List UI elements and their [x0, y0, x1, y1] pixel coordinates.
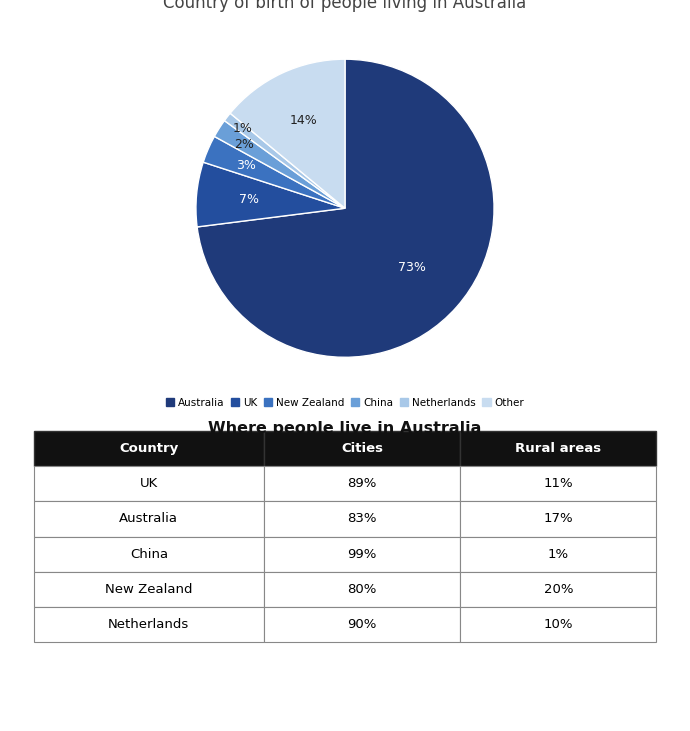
- Text: Country: Country: [119, 442, 179, 455]
- Bar: [460, 431, 656, 466]
- Text: New Zealand: New Zealand: [105, 583, 193, 596]
- Bar: [264, 431, 460, 466]
- Text: 11%: 11%: [544, 477, 573, 491]
- Wedge shape: [215, 121, 345, 208]
- Bar: [34, 572, 264, 607]
- Bar: [460, 572, 656, 607]
- Bar: [264, 607, 460, 642]
- Text: Australia: Australia: [119, 512, 178, 526]
- Text: 17%: 17%: [544, 512, 573, 526]
- Text: 83%: 83%: [347, 512, 377, 526]
- Wedge shape: [196, 162, 345, 227]
- Text: 80%: 80%: [348, 583, 377, 596]
- Text: 7%: 7%: [239, 193, 259, 205]
- Wedge shape: [230, 59, 345, 208]
- Text: 3%: 3%: [237, 159, 257, 172]
- Text: UK: UK: [140, 477, 158, 491]
- Wedge shape: [204, 137, 345, 208]
- Wedge shape: [197, 59, 494, 357]
- Text: 73%: 73%: [398, 261, 426, 274]
- Text: 90%: 90%: [348, 618, 377, 631]
- Bar: [460, 466, 656, 501]
- Text: 1%: 1%: [548, 548, 569, 561]
- Text: 20%: 20%: [544, 583, 573, 596]
- Text: 89%: 89%: [348, 477, 377, 491]
- Text: 2%: 2%: [235, 138, 254, 151]
- Bar: [34, 466, 264, 501]
- Text: China: China: [130, 548, 168, 561]
- Bar: [264, 537, 460, 572]
- Text: Cities: Cities: [341, 442, 383, 455]
- Text: Rural areas: Rural areas: [515, 442, 601, 455]
- Bar: [264, 572, 460, 607]
- Title: Country of birth of people living in Australia: Country of birth of people living in Aus…: [164, 0, 526, 12]
- Bar: [460, 537, 656, 572]
- Bar: [460, 501, 656, 537]
- Text: 99%: 99%: [348, 548, 377, 561]
- Legend: Australia, UK, New Zealand, China, Netherlands, Other: Australia, UK, New Zealand, China, Nethe…: [161, 393, 529, 412]
- Bar: [34, 501, 264, 537]
- Bar: [34, 537, 264, 572]
- Bar: [264, 466, 460, 501]
- Text: 1%: 1%: [233, 122, 253, 135]
- Bar: [264, 501, 460, 537]
- Wedge shape: [224, 113, 345, 208]
- Bar: [460, 607, 656, 642]
- Text: Netherlands: Netherlands: [108, 618, 190, 631]
- Bar: [34, 431, 264, 466]
- Text: 10%: 10%: [544, 618, 573, 631]
- Text: 14%: 14%: [290, 114, 317, 127]
- Text: Where people live in Australia: Where people live in Australia: [208, 420, 482, 436]
- Bar: [34, 607, 264, 642]
